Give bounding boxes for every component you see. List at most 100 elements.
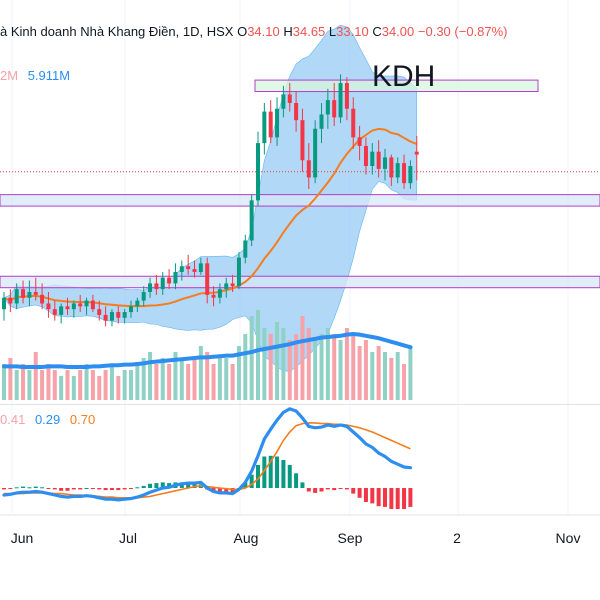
volume-bar <box>109 364 114 400</box>
macd-histogram-bar <box>383 488 387 507</box>
volume-bar <box>27 370 32 400</box>
macd-histogram-bar <box>103 488 108 491</box>
candle <box>224 277 229 298</box>
high-label: H <box>283 24 293 39</box>
volume-bar <box>148 352 153 400</box>
candle-body <box>205 263 210 295</box>
macd-histogram-bar <box>160 482 165 488</box>
candle-body <box>21 289 26 298</box>
candle <box>357 125 362 161</box>
candle-body <box>268 111 273 138</box>
volume-bar <box>205 352 210 400</box>
macd-histogram-bar <box>71 488 76 490</box>
volume-ma-value: 5.911M <box>27 68 71 83</box>
candle <box>414 135 419 181</box>
macd-legend: 0.41 0.29 0.70 <box>0 412 95 427</box>
candle-body <box>217 289 222 298</box>
candle <box>363 137 368 175</box>
macd-histogram-bar <box>249 474 254 488</box>
candle <box>389 154 394 187</box>
candle-body <box>116 312 121 318</box>
macd-histogram-bar <box>319 488 324 492</box>
candle <box>167 269 172 290</box>
open-label: O <box>237 24 248 39</box>
candle-body <box>129 306 133 313</box>
macd-histogram-bar <box>148 483 153 488</box>
volume-bar <box>256 310 260 400</box>
open-value: 34.10 <box>247 24 280 39</box>
volume-bar <box>363 340 368 400</box>
candle-body <box>294 103 299 121</box>
candle <box>186 254 191 275</box>
candle <box>148 277 153 298</box>
candle-body <box>52 309 57 315</box>
candle-body <box>84 300 89 307</box>
volume-bar <box>370 352 375 400</box>
candle-body <box>71 303 76 310</box>
volume-bar <box>294 334 299 400</box>
macd-histogram-bar <box>217 488 222 493</box>
candle-body <box>33 292 38 295</box>
macd-histogram-bar <box>402 488 407 509</box>
candle-body <box>141 292 146 301</box>
volume-bar <box>192 358 197 400</box>
volume-bar <box>262 328 267 400</box>
candle <box>351 97 356 149</box>
candle <box>40 283 45 310</box>
candle <box>116 306 121 324</box>
moving-average-line <box>3 127 418 308</box>
macd-histogram-bar <box>262 456 267 488</box>
candle <box>217 283 222 304</box>
macd-histogram-bar <box>224 488 229 493</box>
volume-bar <box>376 346 381 400</box>
macd-histogram-bar <box>40 487 45 489</box>
candle-body <box>357 137 362 146</box>
macd-histogram-bar <box>344 488 349 490</box>
candle-body <box>332 100 337 118</box>
candle-body <box>376 151 381 169</box>
candle <box>129 300 133 318</box>
macd-histogram-bar <box>370 488 375 504</box>
volume-bar <box>395 352 400 400</box>
candle-body <box>59 306 64 315</box>
candle-body <box>160 277 165 290</box>
macd-histogram-bar <box>376 488 381 507</box>
volume-bar <box>14 370 19 400</box>
candle-body <box>325 100 330 115</box>
candle <box>84 297 89 315</box>
volume-bar <box>116 376 121 400</box>
volume-bar <box>275 322 280 400</box>
volume-bar <box>46 364 51 400</box>
candle <box>236 251 241 290</box>
candle-body <box>192 269 197 272</box>
candle <box>376 140 381 178</box>
macd-histogram-bar <box>33 486 38 488</box>
candle <box>306 143 311 189</box>
candle <box>71 300 76 318</box>
macd-histogram-bar <box>167 483 172 488</box>
candle <box>46 292 51 318</box>
volume-bar <box>249 316 254 400</box>
candle <box>154 274 159 295</box>
candle-body <box>186 266 191 270</box>
volume-bar <box>186 364 191 400</box>
volume-bar <box>402 364 407 400</box>
macd-histogram-bar <box>27 487 32 489</box>
volume-bar <box>300 316 305 400</box>
candle-body <box>230 283 235 287</box>
macd-line <box>2 407 412 502</box>
macd-histogram-bar <box>65 488 70 491</box>
candle <box>344 77 349 121</box>
candle <box>211 286 216 307</box>
candle-body <box>351 108 356 138</box>
candle-body <box>414 151 419 155</box>
candle <box>59 303 64 324</box>
candle-body <box>370 151 375 166</box>
candle <box>2 292 6 321</box>
candle <box>338 74 343 124</box>
candle-body <box>135 300 140 307</box>
macd-histogram-bar <box>395 488 400 509</box>
candle <box>275 97 280 146</box>
volume-bar <box>344 328 349 400</box>
macd-histogram-bar <box>135 487 140 489</box>
